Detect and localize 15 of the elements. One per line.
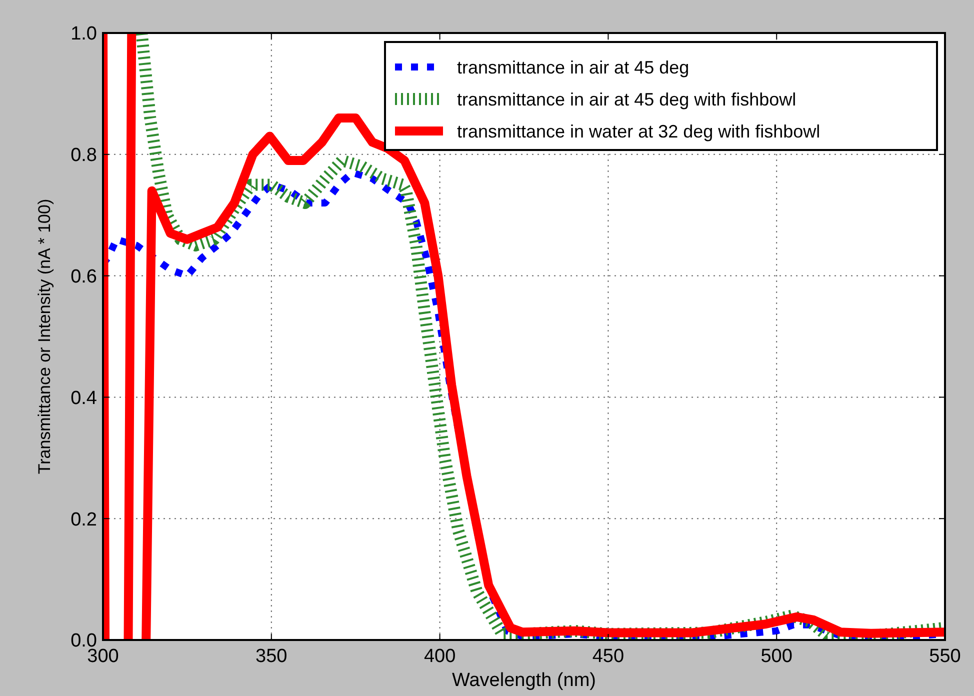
y-tick-label: 1.0	[70, 24, 97, 45]
legend-label: transmittance in water at 32 deg with fishbowl	[457, 121, 820, 142]
x-axis-title: Wavelength (nm)	[452, 670, 596, 691]
y-axis-title: Transmittance or Intensity (nA * 100)	[35, 198, 54, 474]
y-tick-label: 0.4	[70, 388, 98, 409]
x-tick-label: 450	[592, 646, 624, 667]
x-tick-label: 400	[424, 646, 456, 667]
x-tick-label: 350	[256, 646, 288, 667]
x-tick-label: 550	[929, 646, 961, 667]
y-tick-label: 0.8	[70, 145, 97, 166]
legend-label: transmittance in air at 45 deg	[457, 57, 690, 78]
y-tick-label: 0.2	[70, 509, 97, 530]
legend-label: transmittance in air at 45 deg with fishbowl	[457, 89, 796, 110]
y-tick-label: 0.6	[70, 266, 97, 288]
x-tick-label: 500	[760, 646, 792, 667]
